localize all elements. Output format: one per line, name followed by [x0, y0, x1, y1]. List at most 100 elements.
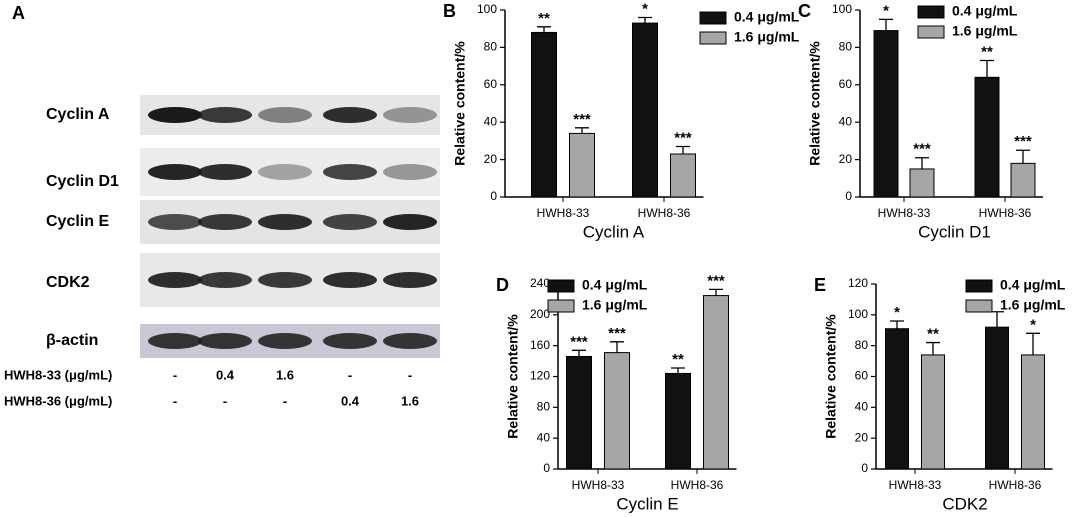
y-tick-label: 40: [484, 114, 498, 128]
y-axis-label: Relative content/%: [807, 41, 823, 166]
y-tick-label: 40: [839, 114, 853, 128]
blot-band: [258, 164, 312, 180]
legend-label: 0.4 μg/mL: [582, 277, 648, 293]
bar: [909, 168, 935, 198]
treatment-dose: -: [173, 393, 177, 408]
legend-swatch: [547, 299, 575, 313]
treatment-label: HWH8-33 (μg/mL): [4, 367, 112, 382]
y-tick-label: 40: [537, 430, 551, 444]
y-tick-label: 80: [839, 40, 853, 54]
x-tick-label: HWH8-36: [671, 478, 724, 492]
error-bar: [1016, 149, 1030, 164]
treatment-dose: -: [173, 367, 177, 382]
treatment-dose: -: [348, 367, 352, 382]
y-tick-label: 80: [484, 40, 498, 54]
legend-label: 0.4 μg/mL: [734, 9, 800, 25]
bar: [885, 328, 909, 470]
error-bar: [1026, 332, 1040, 355]
y-tick-label: 240: [530, 276, 550, 290]
bar: [604, 352, 630, 470]
bar: [1021, 354, 1045, 470]
bar: [921, 354, 945, 470]
blot-band: [198, 272, 252, 288]
significance-label: *: [894, 304, 900, 321]
blot-band: [258, 214, 312, 230]
treatment-dose: 1.6: [276, 367, 294, 382]
significance-label: **: [538, 10, 550, 27]
y-tick-label: 0: [490, 189, 497, 203]
y-tick-label: 100: [832, 2, 852, 16]
bar: [974, 76, 1000, 198]
blot-band: [323, 107, 377, 123]
error-bar: [915, 157, 929, 169]
significance-label: ***: [573, 111, 591, 128]
error-bar: [572, 349, 586, 357]
error-bar: [575, 127, 589, 134]
error-bar: [980, 59, 994, 78]
blot-band: [198, 107, 252, 123]
x-axis-label: CDK2: [942, 494, 987, 513]
y-tick-label: 120: [848, 276, 868, 290]
bar: [632, 22, 658, 198]
y-tick-label: 60: [855, 369, 869, 383]
blot-band: [383, 107, 437, 123]
x-tick-label: HWH8-33: [537, 206, 590, 220]
bar: [566, 355, 592, 470]
legend-label: 1.6 μg/mL: [582, 297, 648, 313]
blot-band: [323, 272, 377, 288]
y-tick-label: 120: [530, 369, 550, 383]
legend-label: 0.4 μg/mL: [952, 3, 1018, 19]
y-tick-label: 100: [848, 307, 868, 321]
error-bar: [709, 288, 723, 296]
blot-band: [383, 214, 437, 230]
blot-band: [383, 333, 437, 349]
treatment-dose: 0.4: [341, 393, 360, 408]
y-tick-label: 20: [855, 430, 869, 444]
treatment-dose: 0.4: [216, 367, 235, 382]
y-axis-label: Relative content/%: [452, 41, 468, 166]
blot-band: [148, 272, 202, 288]
bar: [569, 132, 595, 198]
panel-label: E: [814, 275, 826, 295]
error-bar: [610, 341, 624, 353]
bar: [873, 30, 899, 198]
blot-band: [258, 333, 312, 349]
blot-band: [383, 164, 437, 180]
x-tick-label: HWH8-33: [572, 478, 625, 492]
significance-label: *: [642, 0, 648, 17]
protein-label: Cyclin E: [46, 213, 109, 230]
error-bar: [638, 16, 652, 24]
y-tick-label: 80: [855, 338, 869, 352]
blot-band: [323, 164, 377, 180]
bar: [670, 153, 696, 198]
error-bar: [879, 18, 893, 31]
legend-swatch: [547, 279, 575, 293]
panel-label: D: [496, 275, 509, 295]
error-bar: [990, 311, 1004, 328]
blot-band: [198, 214, 252, 230]
treatment-dose: -: [283, 393, 287, 408]
treatment-dose: 1.6: [401, 393, 419, 408]
significance-label: ***: [1014, 133, 1032, 150]
protein-label: Cyclin A: [46, 106, 110, 123]
legend-swatch: [699, 31, 727, 45]
bar: [665, 372, 691, 470]
panel-label: C: [798, 1, 811, 21]
y-axis-label: Relative content/%: [505, 314, 521, 439]
x-tick-label: HWH8-36: [638, 206, 691, 220]
y-tick-label: 20: [484, 152, 498, 166]
legend-label: 1.6 μg/mL: [1000, 297, 1066, 313]
error-bar: [890, 320, 904, 329]
protein-label: CDK2: [46, 274, 90, 291]
error-bar: [537, 26, 551, 33]
significance-label: ***: [608, 325, 626, 342]
bar: [703, 295, 729, 470]
blot-band: [198, 333, 252, 349]
bar: [985, 326, 1009, 470]
y-tick-label: 20: [839, 152, 853, 166]
legend-label: 1.6 μg/mL: [952, 23, 1018, 39]
significance-label: ***: [570, 333, 588, 350]
y-tick-label: 60: [839, 77, 853, 91]
significance-label: *: [1030, 316, 1036, 333]
